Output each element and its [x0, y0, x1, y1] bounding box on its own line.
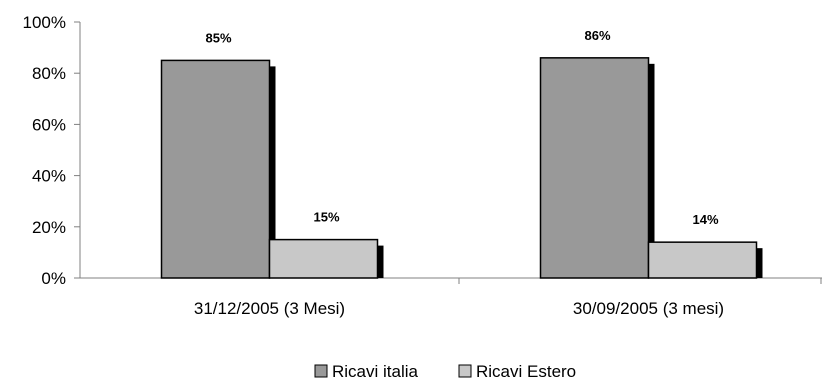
- y-tick-label: 20%: [32, 218, 66, 237]
- bar-data-label: 86%: [584, 28, 610, 43]
- legend: Ricavi italia Ricavi Estero: [314, 362, 576, 381]
- bar-ricavi-estero: [647, 241, 758, 279]
- legend-label: Ricavi italia: [332, 362, 419, 381]
- data-labels: 85% 15% 86% 14%: [205, 28, 718, 227]
- x-category-label: 30/09/2005 (3 mesi): [573, 299, 724, 318]
- legend-swatch: [458, 364, 472, 378]
- y-tick-label: 100%: [23, 13, 66, 32]
- x-category-label: 31/12/2005 (3 Mesi): [194, 299, 345, 318]
- y-tick-label: 0%: [41, 269, 66, 288]
- bar-data-label: 15%: [313, 210, 339, 225]
- y-tick-label: 80%: [32, 64, 66, 83]
- bar-ricavi-estero: [268, 238, 379, 279]
- y-tick-label: 60%: [32, 115, 66, 134]
- bar-ricavi-italia: [539, 57, 650, 279]
- bar-ricavi-italia: [160, 59, 271, 279]
- legend-label: Ricavi Estero: [476, 362, 576, 381]
- bar-data-label: 14%: [692, 212, 718, 227]
- bar-marks: [160, 57, 763, 279]
- x-axis-labels: 31/12/2005 (3 Mesi) 30/09/2005 (3 mesi): [194, 299, 724, 318]
- legend-swatch: [314, 364, 328, 378]
- y-tick-label: 40%: [32, 167, 66, 186]
- y-axis-ticks: 0% 20% 40% 60% 80% 100%: [23, 13, 80, 288]
- bar-data-label: 85%: [205, 30, 231, 45]
